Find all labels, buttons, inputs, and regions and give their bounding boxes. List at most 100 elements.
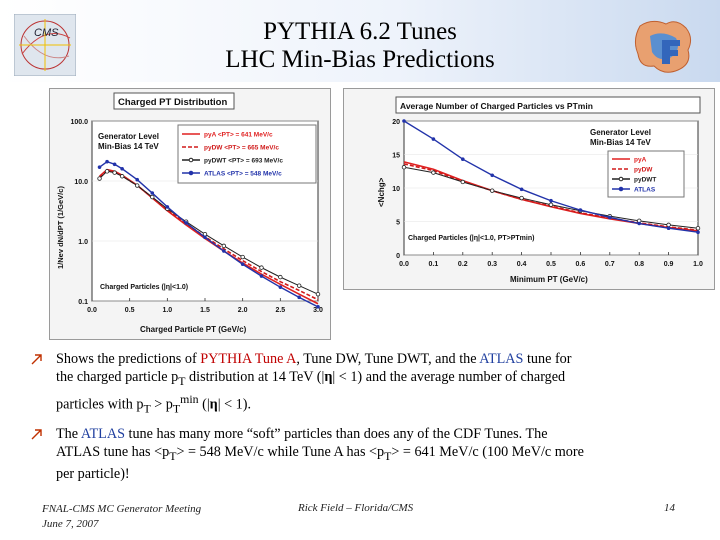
text-span: The <box>56 426 81 442</box>
subscript: T <box>169 448 177 463</box>
y-tick-label: 100.0 <box>70 119 88 126</box>
title-line-1: PYTHIA 6.2 Tunes <box>263 18 457 45</box>
data-point <box>221 243 227 249</box>
data-point <box>135 177 139 182</box>
data-point <box>119 174 125 179</box>
legend-label: ATLAS <box>634 187 656 194</box>
data-point <box>695 225 701 231</box>
y-tick-label: 1.0 <box>78 239 88 246</box>
florida-cdf-logo-icon <box>634 20 692 73</box>
y-tick-label: 0 <box>396 253 400 260</box>
data-point <box>402 119 406 123</box>
data-point <box>259 265 264 270</box>
x-tick-label: 0.9 <box>664 261 674 268</box>
x-tick-label: 1.5 <box>200 307 210 314</box>
legend-marker <box>618 176 624 182</box>
x-tick-label: 0.2 <box>458 261 468 268</box>
x-tick-label: 0.4 <box>517 261 527 268</box>
left-xlabel: Charged Particle PT (GeV/c) <box>140 325 247 334</box>
data-point <box>97 165 102 169</box>
left-annotation: Charged Particles (|η|<1.0) <box>100 284 188 291</box>
data-point <box>548 202 554 207</box>
y-tick-label: 10 <box>392 186 400 193</box>
data-point <box>203 235 207 240</box>
footer-date: June 7, 2007 <box>42 518 99 530</box>
text-span: | < 1). <box>217 396 252 413</box>
subscript: T <box>143 401 151 416</box>
left-chart-title: Charged PT Distribution <box>118 97 227 108</box>
data-point <box>460 179 465 185</box>
right-xlabel: Minimum PT (GeV/c) <box>510 275 588 284</box>
data-point <box>120 166 124 171</box>
text-span: tune has many more “soft” particles than… <box>124 426 548 442</box>
x-tick-label: 0.3 <box>487 261 497 268</box>
data-point <box>637 221 642 226</box>
eta-symbol: η <box>324 369 333 385</box>
text-span: > p <box>150 396 173 413</box>
cms-logo-text: CMS <box>34 27 59 39</box>
data-point <box>490 173 495 178</box>
data-point <box>489 188 495 193</box>
slide-header: CMS PYTHIA 6.2 Tunes LHC Min-Bias Predic… <box>0 0 720 82</box>
left-label-2: Min-Bias 14 TeV <box>98 142 159 151</box>
legend-label: pyA <PT> = 641 MeV/c <box>204 132 273 139</box>
text-span: distribution at 14 TeV (| <box>185 369 325 385</box>
text-span: particles with p <box>56 396 144 413</box>
data-point <box>112 170 117 175</box>
data-point <box>240 254 245 260</box>
text-span: (| <box>198 396 210 413</box>
tune-a-highlight: PYTHIA Tune A <box>200 351 297 367</box>
atlas-highlight: ATLAS <box>80 426 125 442</box>
subscript: T <box>384 448 392 463</box>
text-span: > = 548 MeV/c while Tune A has <p <box>176 444 385 460</box>
x-tick-label: 0.5 <box>546 261 556 268</box>
y-tick-label: 15 <box>392 153 400 160</box>
left-legend <box>177 124 317 184</box>
data-point <box>666 222 671 228</box>
data-point <box>150 191 155 195</box>
bullet-2-line-2: ATLAS tune has <pT> = 548 MeV/c while Tu… <box>56 443 706 465</box>
x-tick-label: 0.1 <box>429 261 439 268</box>
legend-label: ATLAS <PT> = 548 MeV/c <box>204 171 282 178</box>
legend-label: pyDWT <box>634 177 656 184</box>
bullet-1-line-3: particles with pT > pTmin (|η| < 1). <box>56 390 706 418</box>
arrow-bullet-icon <box>31 354 42 365</box>
x-tick-label: 3.0 <box>313 307 323 314</box>
x-tick-label: 1.0 <box>162 307 172 314</box>
data-point <box>184 221 188 225</box>
text-span: the charged particle p <box>56 369 179 385</box>
page-number: 14 <box>664 502 675 514</box>
bullet-1-line-1: Shows the predictions of PYTHIA Tune A, … <box>56 350 706 368</box>
data-point <box>222 249 226 253</box>
data-point <box>278 285 283 289</box>
subscript: T <box>172 401 181 416</box>
x-tick-label: 0.5 <box>125 307 135 314</box>
atlas-highlight: ATLAS <box>479 351 524 367</box>
x-tick-label: 1.0 <box>693 261 703 268</box>
left-label-1: Generator Level <box>98 132 159 141</box>
y-tick-label: 5 <box>396 220 400 227</box>
legend-marker <box>188 170 194 176</box>
text-span: tune for <box>523 351 572 367</box>
data-point <box>112 162 117 167</box>
x-tick-label: 2.0 <box>238 307 248 314</box>
data-point <box>578 208 583 212</box>
text-span: , Tune DW, Tune DWT, and the <box>296 351 480 367</box>
left-ylabel: 1/Nev dN/dPT (1/GeV/c) <box>56 186 65 269</box>
data-point <box>316 305 320 309</box>
data-point <box>431 137 436 141</box>
data-point <box>165 205 170 209</box>
right-annotation: Charged Particles (|η|<1.0, PT>PTmin) <box>408 235 534 242</box>
data-point <box>240 262 245 267</box>
right-label-2: Min-Bias 14 TeV <box>590 138 651 147</box>
superscript: min <box>180 391 199 406</box>
legend-label: pyDW <box>634 167 653 174</box>
charged-pt-distribution-chart: Charged PT Distribution 100.010.01.00.1 … <box>56 92 323 334</box>
title-line-2: LHC Min-Bias Predictions <box>225 46 495 73</box>
text-span: Shows the predictions of <box>56 351 201 367</box>
data-point <box>259 274 264 278</box>
data-point <box>666 226 671 231</box>
x-tick-label: 0.7 <box>605 261 615 268</box>
text-span: | < 1) and the average number of charged <box>332 369 566 385</box>
data-point <box>696 230 700 235</box>
